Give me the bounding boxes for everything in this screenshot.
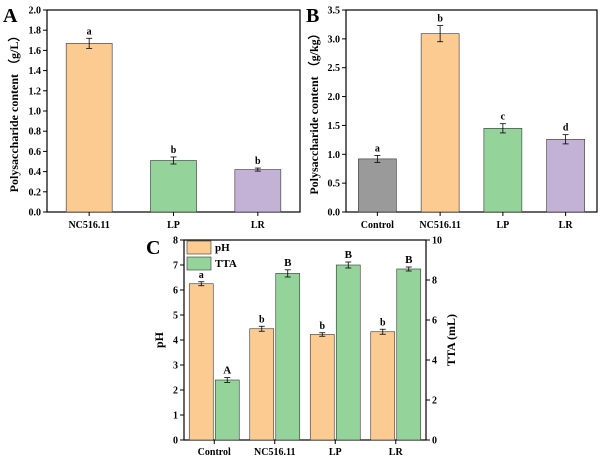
panel-b-bar-Control: [358, 158, 397, 213]
panel-c-ytick-label-left: 3: [173, 361, 178, 372]
panel-c-ph-significance-letter: b: [319, 321, 325, 332]
panel-b-bar-LP: [483, 128, 523, 213]
panel-a-y-axis-title: Polysaccharide content （g/L）: [6, 30, 21, 193]
panel-b-ytick-label: 3.0: [328, 34, 341, 45]
panel-c-ytick-label-left: 0: [173, 436, 178, 447]
panel-c-bar-ph-LP: [309, 334, 335, 441]
panel-a-bar-LP: [150, 160, 197, 213]
panel-a-ytick-label: 1.6: [29, 46, 42, 57]
panel-c-tta-significance-letter: B: [284, 257, 292, 269]
panel-b-bar-LR: [546, 138, 585, 213]
panel-c-category-label: NC516.11: [254, 447, 295, 458]
panel-a-ytick-label: 0.4: [29, 167, 42, 178]
panel-c-legend-label-ph: pH: [215, 242, 230, 254]
panel-b-y-axis-title: Polysaccharide content （g/kg）: [306, 27, 321, 194]
panel-b-ytick-label: 0.5: [328, 179, 341, 190]
panel-b-category-label: LP: [496, 220, 509, 231]
panel-c-ytick-label-right: 10: [432, 236, 442, 247]
panel-a-significance-letter: a: [87, 26, 92, 37]
panel-a-ytick-label: 1.0: [29, 107, 42, 118]
panel-c-bar-tta-Control: [214, 379, 240, 441]
panel-b-ytick-label: 2.0: [328, 92, 341, 103]
panel-c-ytick-label-left: 4: [173, 336, 178, 347]
panel-b-significance-letter: c: [501, 112, 506, 123]
panel-c-tta-significance-letter: A: [223, 365, 231, 377]
panel-c-ytick-label-left: 6: [173, 286, 178, 297]
panel-b-ytick-label: 3.5: [328, 6, 341, 17]
panel-b-ytick-label: 0.0: [328, 208, 341, 219]
panel-c-ph-significance-letter: a: [199, 270, 204, 281]
panel-b-significance-letter: b: [437, 14, 443, 25]
panel-a-ytick-label: 0.8: [29, 127, 42, 138]
panel-c-bar-tta-LP: [335, 264, 361, 441]
panel-a-significance-letter: b: [255, 156, 261, 167]
panel-c-tta-significance-letter: B: [345, 249, 353, 261]
panel-c-ytick-label-right: 6: [432, 316, 437, 327]
panel-c-ytick-label-left: 5: [173, 311, 178, 322]
panel-b-ytick-label: 2.5: [328, 63, 341, 74]
panel-a-ytick-label: 1.2: [29, 86, 42, 97]
panel-c-category-label: Control: [198, 447, 231, 458]
panel-c-legend-swatch-tta: [186, 256, 212, 271]
panel-c-bar-tta-NC516.11: [275, 273, 301, 441]
panel-b-ytick-label: 1.0: [328, 150, 341, 161]
panel-b-significance-letter: d: [563, 123, 569, 134]
panel-c-category-label: LR: [389, 447, 404, 458]
panel-a-category-label: LR: [251, 220, 266, 231]
panel-a-ytick-label: 2.0: [29, 6, 42, 17]
panel-a-ytick-label: 0.0: [29, 208, 42, 219]
panel-c-bar-ph-Control: [188, 283, 214, 441]
panel-a-letter: A: [3, 5, 18, 27]
panel-c-letter: C: [146, 237, 160, 259]
panel-c-y-axis-title-left: pH: [152, 331, 166, 348]
panel-a-ytick-label: 0.6: [29, 147, 42, 158]
panel-b-plot-frame: [345, 9, 598, 213]
panel-a-ytick-label: 1.4: [29, 66, 42, 77]
panel-a-significance-letter: b: [171, 145, 177, 156]
panel-c-bar-ph-NC516.11: [249, 328, 275, 441]
panel-a-category-label: NC516.11: [68, 220, 109, 231]
panel-c-ytick-label-left: 1: [173, 411, 178, 422]
panel-b-category-label: Control: [361, 220, 394, 231]
panel-a-bar-NC516.11: [65, 43, 113, 213]
panel-b-ytick-label: 1.5: [328, 121, 341, 132]
panel-c-ytick-label-right: 2: [432, 396, 437, 407]
panel-a-category-label: LP: [167, 220, 180, 231]
panel-c-bar-ph-LR: [370, 331, 396, 441]
panel-b-letter: B: [306, 5, 319, 27]
panel-a-ytick-label: 1.8: [29, 26, 42, 37]
panel-c-ytick-label-left: 7: [173, 261, 178, 272]
panel-a-bar-LR: [234, 169, 282, 213]
panel-c-legend-swatch-ph: [186, 240, 212, 255]
panel-c-category-label: LP: [329, 447, 342, 458]
panel-b-category-label: LR: [559, 220, 574, 231]
panel-c-tta-significance-letter: B: [405, 254, 413, 266]
panel-c-bar-tta-LR: [396, 268, 422, 441]
panel-c-y-axis-title-right: TTA (mL): [444, 314, 458, 366]
panel-c-ytick-label-left: 2: [173, 386, 178, 397]
panel-a-ytick-label: 0.2: [29, 187, 42, 198]
panel-c-ph-significance-letter: b: [259, 314, 265, 325]
panel-b-bar-NC516.11: [420, 33, 460, 213]
panel-c-ytick-label-right: 4: [432, 356, 437, 367]
panel-c-ytick-label-right: 0: [432, 436, 437, 447]
panel-c-ph-significance-letter: b: [380, 317, 386, 328]
panel-b-category-label: NC516.11: [419, 220, 460, 231]
panel-c-ytick-label-right: 8: [432, 276, 437, 287]
panel-c-ytick-label-left: 8: [173, 236, 178, 247]
panel-c-legend-label-tta: TTA: [215, 258, 237, 270]
panel-b-significance-letter: a: [375, 143, 380, 154]
